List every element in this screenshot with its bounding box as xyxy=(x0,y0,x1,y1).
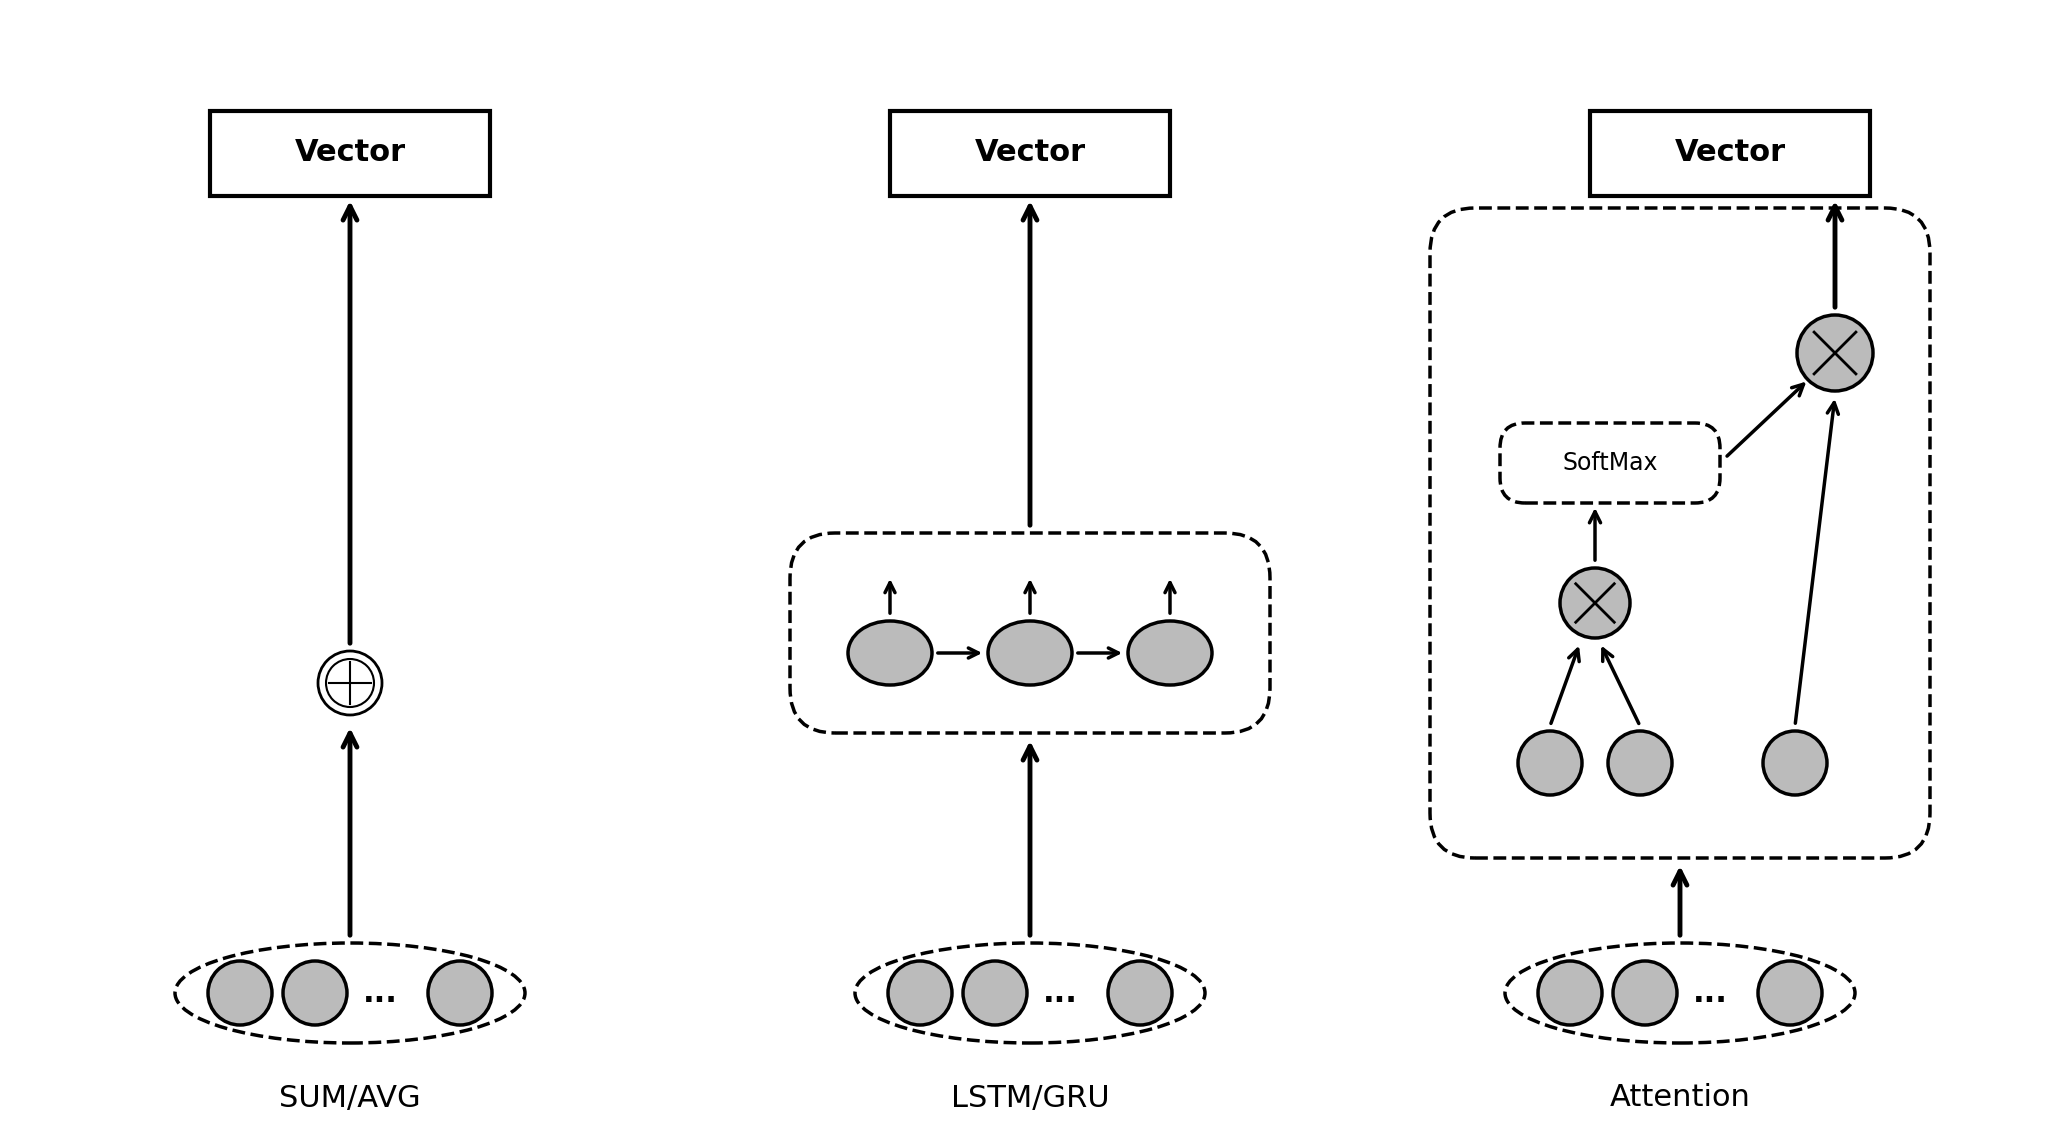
Circle shape xyxy=(208,961,272,1025)
Text: ...: ... xyxy=(363,979,398,1007)
Circle shape xyxy=(427,961,491,1025)
Circle shape xyxy=(1613,961,1677,1025)
Text: Attention: Attention xyxy=(1609,1083,1749,1113)
Text: Vector: Vector xyxy=(1675,138,1787,168)
Circle shape xyxy=(1560,568,1630,638)
Circle shape xyxy=(963,961,1027,1025)
Circle shape xyxy=(1518,731,1582,795)
FancyBboxPatch shape xyxy=(1591,111,1869,196)
Text: SUM/AVG: SUM/AVG xyxy=(279,1083,421,1113)
Ellipse shape xyxy=(988,621,1073,685)
Circle shape xyxy=(1108,961,1172,1025)
Text: ...: ... xyxy=(1692,979,1727,1007)
Ellipse shape xyxy=(1128,621,1211,685)
Circle shape xyxy=(1797,315,1873,391)
Text: LSTM/GRU: LSTM/GRU xyxy=(951,1083,1110,1113)
Circle shape xyxy=(1758,961,1822,1025)
Circle shape xyxy=(318,651,382,715)
Ellipse shape xyxy=(848,621,932,685)
Circle shape xyxy=(1539,961,1603,1025)
Circle shape xyxy=(887,961,951,1025)
Text: SoftMax: SoftMax xyxy=(1562,451,1659,475)
Text: Vector: Vector xyxy=(974,138,1085,168)
Text: ...: ... xyxy=(1042,979,1077,1007)
Circle shape xyxy=(1764,731,1828,795)
Text: Vector: Vector xyxy=(295,138,406,168)
FancyBboxPatch shape xyxy=(889,111,1170,196)
Circle shape xyxy=(1607,731,1671,795)
Circle shape xyxy=(283,961,347,1025)
FancyBboxPatch shape xyxy=(210,111,491,196)
